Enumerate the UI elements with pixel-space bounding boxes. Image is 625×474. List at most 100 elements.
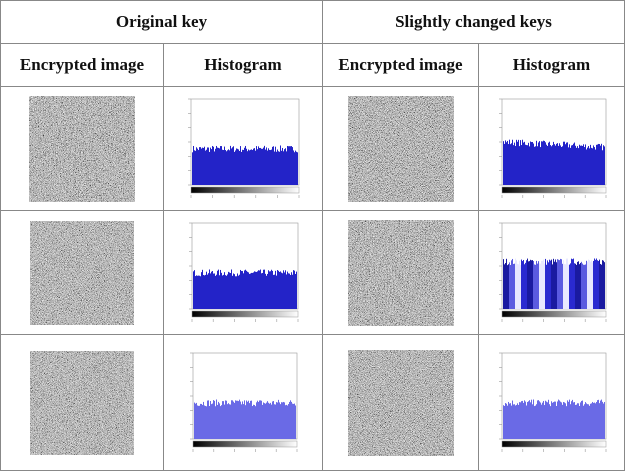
hist-bar [248, 400, 249, 438]
hist-bar [263, 269, 264, 308]
hist-bar [522, 139, 523, 184]
hist-bar [575, 145, 576, 184]
hist-bar [532, 404, 533, 439]
hist-bar [226, 151, 227, 185]
hist-bar [598, 260, 599, 308]
hist-bar [285, 405, 286, 439]
hist-bar [249, 150, 250, 185]
hist-bar [243, 149, 244, 184]
hist-bar [193, 145, 194, 184]
hist-bar [515, 405, 516, 439]
hist-bar [596, 144, 597, 184]
hist-bar [510, 264, 511, 308]
hist-bar [503, 405, 504, 439]
hist-bar [604, 146, 605, 185]
hist-bar [286, 274, 287, 309]
column-header: Histogram [479, 44, 625, 87]
hist-bar [558, 145, 559, 184]
hist-bar [208, 273, 209, 309]
hist-bar [254, 271, 255, 309]
hist-bar [272, 146, 273, 184]
hist-bar [224, 146, 225, 184]
hist-bar [266, 275, 267, 308]
hist-bar [198, 275, 199, 308]
hist-bar [245, 145, 246, 184]
hist-bar [234, 151, 235, 184]
encrypted-image [29, 96, 135, 202]
hist-bar [505, 403, 506, 439]
hist-bar [240, 269, 241, 308]
hist-bar [255, 271, 256, 308]
hist-bar [577, 261, 578, 308]
hist-bar [592, 401, 593, 438]
hist-bar [522, 400, 523, 438]
hist-bar [513, 404, 514, 439]
hist-bar [202, 147, 203, 184]
hist-bar [504, 405, 505, 438]
hist-bar [521, 401, 522, 439]
noise-pixels [30, 221, 134, 325]
hist-bar [584, 264, 585, 308]
hist-bar [247, 271, 248, 308]
hist-bar [523, 142, 524, 184]
hist-bar [579, 144, 580, 184]
hist-bar [548, 262, 549, 309]
hist-bar [280, 404, 281, 439]
hist-bar [201, 148, 202, 184]
hist-bar [218, 401, 219, 438]
hist-bar [257, 400, 258, 438]
hist-bar [559, 143, 560, 185]
hist-bar [233, 401, 234, 438]
hist-bar [553, 258, 554, 308]
hist-bar [588, 259, 589, 308]
hist-bar [515, 258, 516, 308]
hist-bar [541, 404, 542, 438]
hist-bar [521, 259, 522, 308]
hist-bar [234, 402, 235, 438]
hist-bar [222, 149, 223, 184]
hist-bar [282, 402, 283, 439]
hist-bar [508, 144, 509, 185]
hist-bar [503, 141, 504, 185]
histogram-image [185, 347, 301, 459]
hist-bar [292, 274, 293, 308]
hist-bar [578, 148, 579, 185]
noise-pixels [29, 96, 135, 202]
hist-bar [205, 150, 206, 184]
hist-bar [276, 275, 277, 308]
hist-bar [603, 403, 604, 438]
hist-bar [288, 404, 289, 439]
hist-bar [246, 270, 247, 308]
hist-bar [574, 263, 575, 309]
column-header: Histogram [164, 44, 323, 87]
hist-bar [277, 149, 278, 184]
hist-bar [504, 143, 505, 184]
hist-bar [561, 147, 562, 185]
hist-bar [281, 402, 282, 439]
hist-bar [279, 151, 280, 184]
hist-bar [592, 262, 593, 309]
hist-bar [565, 264, 566, 309]
hist-bar [194, 402, 195, 438]
hist-bar [244, 270, 245, 309]
hist-bar [550, 260, 551, 308]
hist-bar [203, 274, 204, 308]
hist-bar [564, 264, 565, 309]
hist-bar [530, 259, 531, 308]
hist-bar [600, 263, 601, 308]
hist-bar [212, 270, 213, 308]
hist-bar [595, 149, 596, 184]
hist-bar [580, 402, 581, 439]
hist-bar [602, 150, 603, 185]
hist-bar [505, 263, 506, 309]
hist-bar [213, 146, 214, 184]
hist-bar [242, 401, 243, 439]
hist-bar [547, 260, 548, 309]
hist-bar [234, 274, 235, 309]
hist-bar [524, 264, 525, 309]
hist-bar [224, 272, 225, 309]
hist-bar [201, 272, 202, 309]
hist-bar [549, 404, 550, 439]
hist-bar [559, 400, 560, 438]
hist-bar [274, 274, 275, 308]
